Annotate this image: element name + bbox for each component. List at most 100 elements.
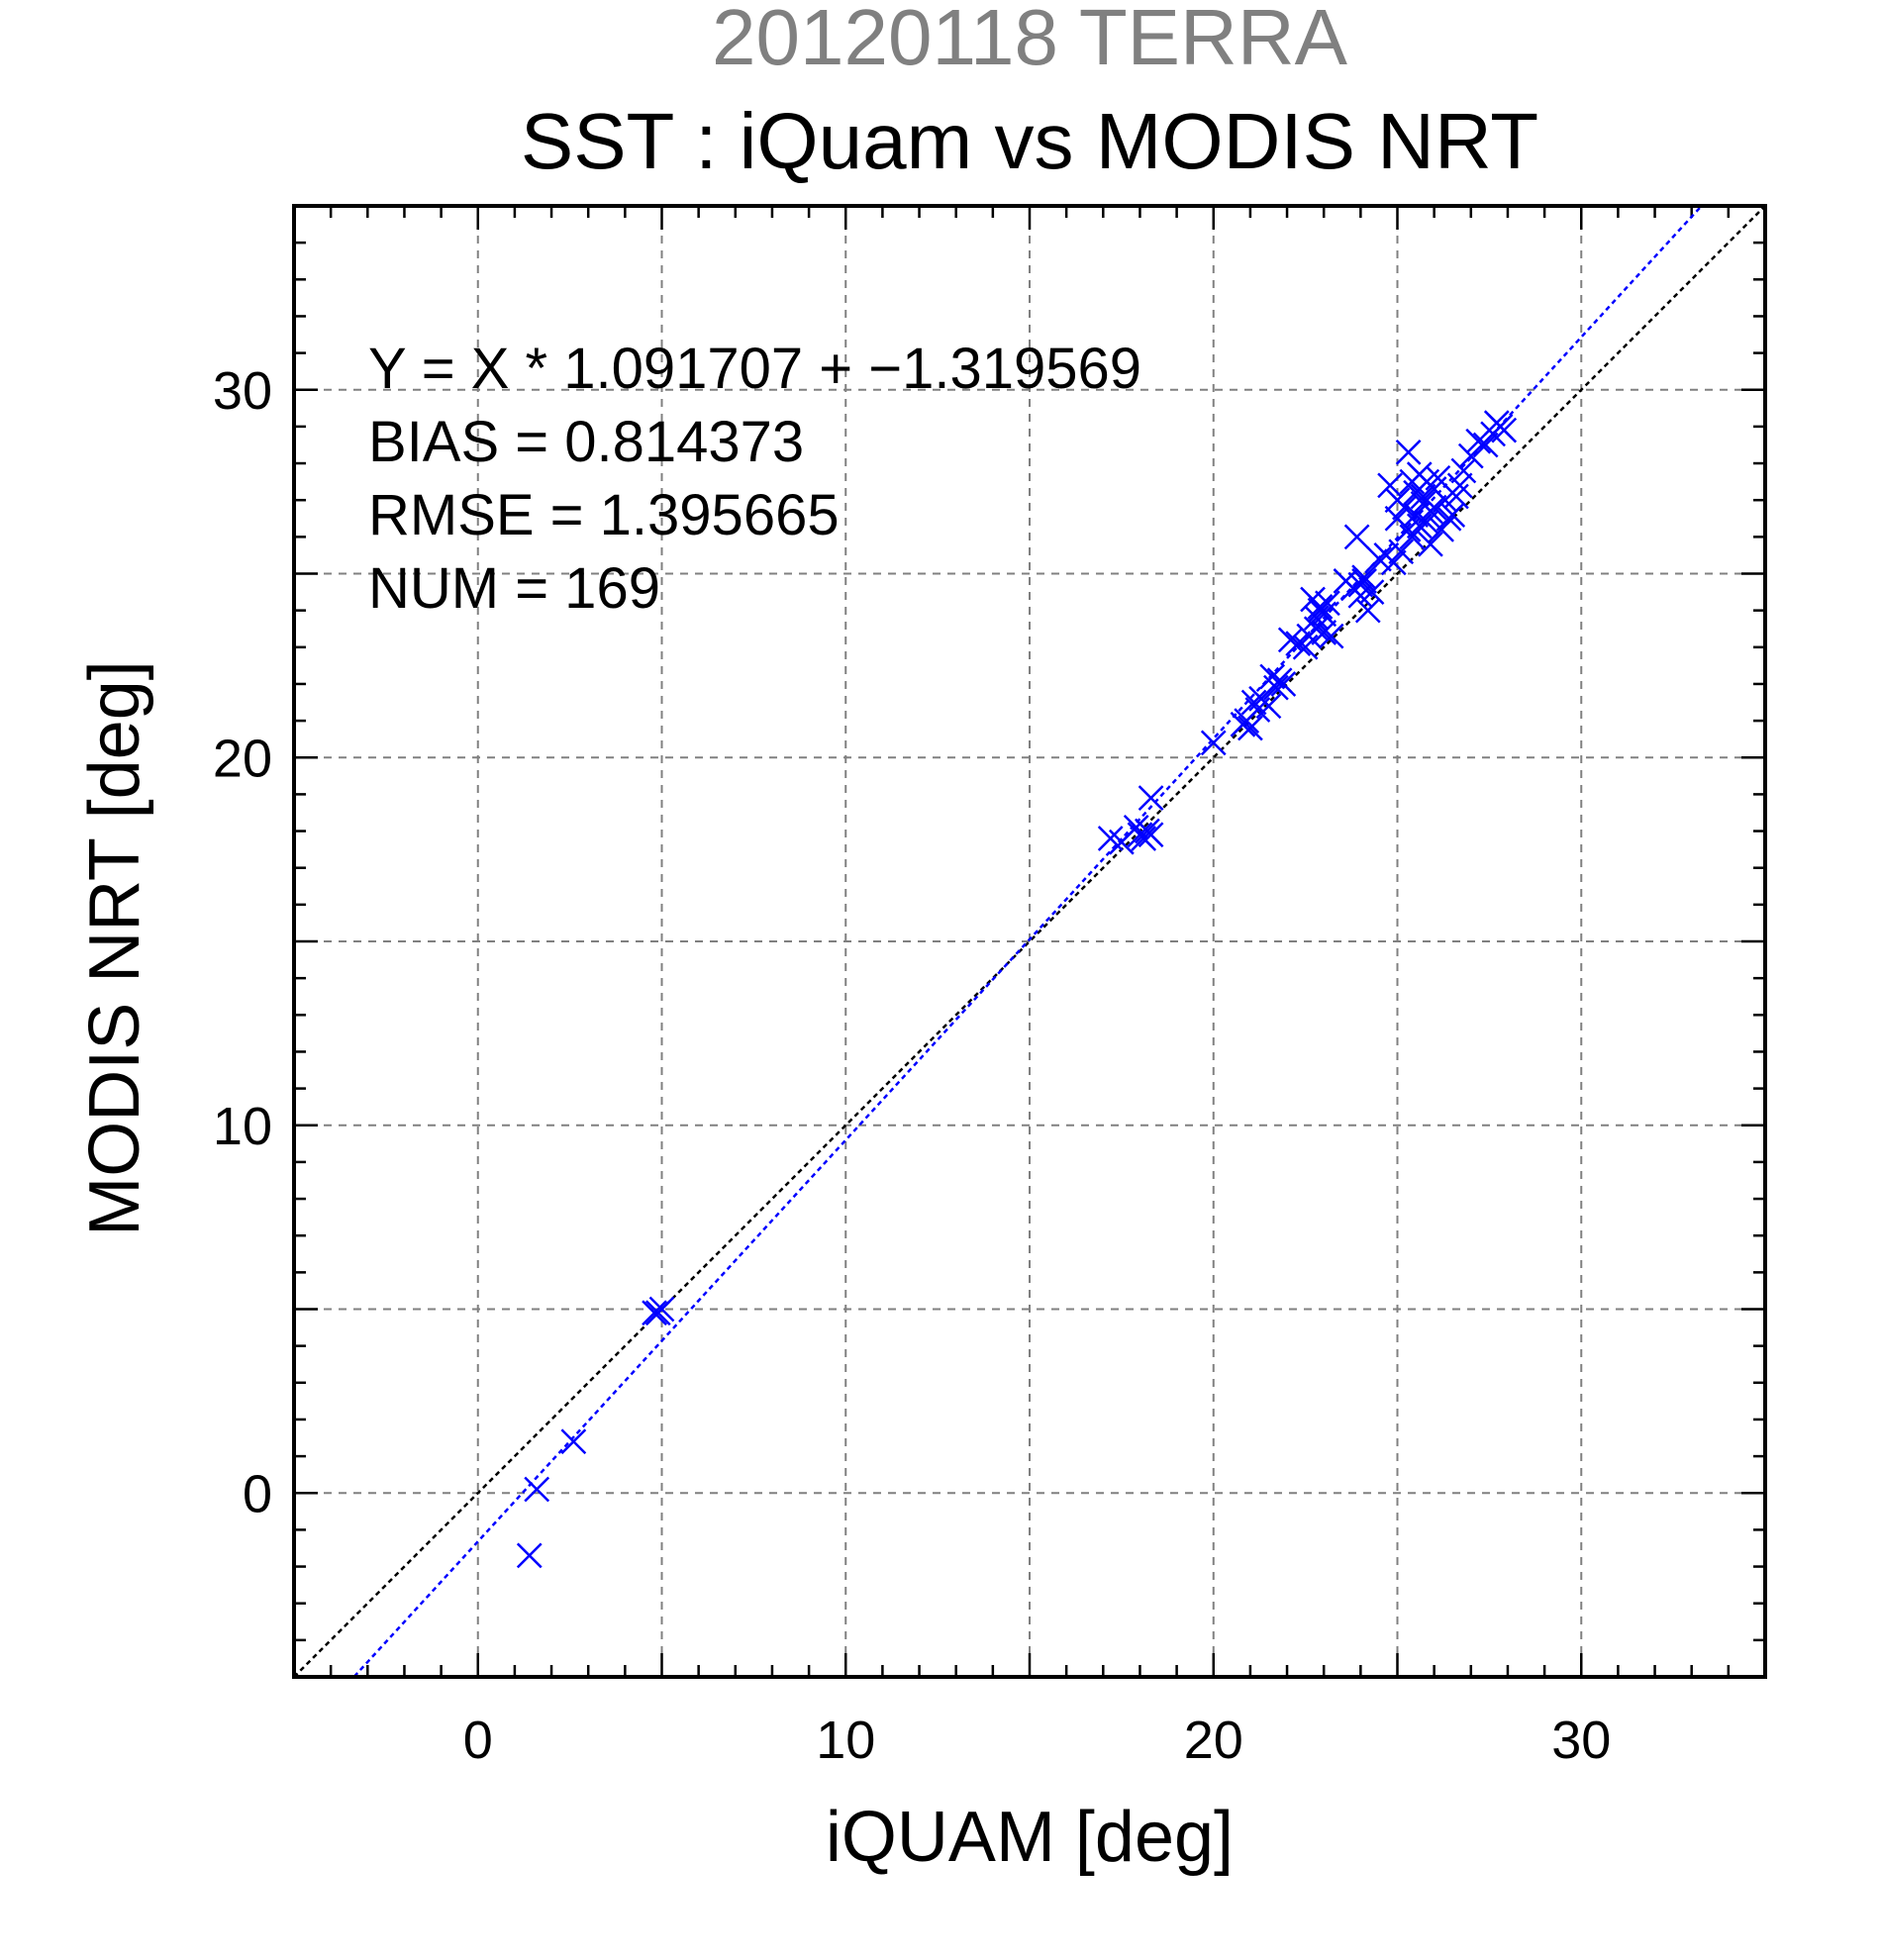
data-point-stroke bbox=[1439, 502, 1466, 528]
data-point bbox=[1285, 631, 1312, 656]
data-point-stroke bbox=[1351, 564, 1377, 591]
data-point-stroke bbox=[1200, 730, 1227, 756]
data-point-stroke bbox=[1270, 671, 1297, 697]
data-point-stroke bbox=[1446, 472, 1473, 499]
plot-frame bbox=[292, 204, 1767, 1679]
x-axis-label: iQUAM [deg] bbox=[826, 1798, 1234, 1877]
data-point bbox=[1366, 545, 1392, 572]
data-point-stroke bbox=[1421, 494, 1447, 521]
data-point bbox=[1131, 826, 1157, 851]
data-point-stroke bbox=[1343, 524, 1370, 550]
data-point bbox=[1318, 623, 1344, 649]
data-point bbox=[1255, 693, 1282, 720]
data-point bbox=[1351, 568, 1377, 594]
data-point-stroke bbox=[1388, 539, 1415, 565]
data-point-stroke bbox=[1238, 715, 1263, 741]
data-point-stroke bbox=[1285, 631, 1312, 656]
data-point bbox=[1406, 513, 1433, 539]
data-point-stroke bbox=[1418, 531, 1443, 557]
data-point-stroke bbox=[1138, 822, 1164, 848]
data-point bbox=[1238, 715, 1263, 741]
data-point bbox=[1388, 539, 1415, 565]
data-point bbox=[1315, 590, 1340, 617]
reference-lines bbox=[294, 206, 1765, 1677]
data-point-stroke bbox=[1097, 826, 1124, 851]
data-point-stroke bbox=[1366, 545, 1392, 572]
data-point bbox=[642, 1300, 667, 1326]
data-point bbox=[560, 1428, 587, 1455]
data-point-stroke bbox=[1311, 620, 1337, 645]
data-point bbox=[1351, 564, 1377, 591]
data-point bbox=[1377, 472, 1403, 499]
x-tick-label: 20 bbox=[1184, 1711, 1243, 1770]
data-point bbox=[1240, 689, 1267, 716]
data-point bbox=[1358, 579, 1385, 605]
data-point bbox=[1270, 671, 1297, 697]
data-point-stroke bbox=[1472, 432, 1499, 458]
data-point-stroke bbox=[1380, 549, 1407, 576]
data-point-stroke bbox=[1395, 440, 1422, 465]
data-point-stroke bbox=[642, 1300, 667, 1326]
data-point-stroke bbox=[1259, 663, 1286, 690]
data-point bbox=[648, 1296, 675, 1323]
data-point-stroke bbox=[1429, 517, 1454, 542]
data-point-stroke bbox=[1425, 465, 1451, 491]
data-point-stroke bbox=[1457, 442, 1484, 469]
data-point bbox=[1263, 674, 1289, 701]
data-point-stroke bbox=[1354, 597, 1381, 624]
data-point-stroke bbox=[560, 1428, 587, 1455]
x-tick-label: 0 bbox=[463, 1711, 493, 1770]
data-point-stroke bbox=[1240, 689, 1267, 716]
data-point bbox=[516, 1542, 543, 1569]
data-point bbox=[1395, 440, 1422, 465]
data-point-stroke bbox=[1392, 494, 1418, 521]
data-point-stroke bbox=[1131, 826, 1157, 851]
data-point bbox=[1138, 785, 1164, 811]
data-point-stroke bbox=[1277, 627, 1304, 653]
y-tick-label: 10 bbox=[213, 1097, 272, 1156]
num-value: NUM = 169 bbox=[368, 556, 660, 621]
data-point bbox=[1343, 524, 1370, 550]
chart-title-date: 20120118 TERRA bbox=[712, 0, 1348, 81]
regression-line bbox=[351, 206, 1704, 1677]
data-point bbox=[1138, 822, 1164, 848]
y-axis-label: MODIS NRT [deg] bbox=[75, 660, 154, 1236]
data-point-stroke bbox=[1315, 590, 1340, 617]
bias-value: BIAS = 0.814373 bbox=[368, 410, 804, 474]
data-point-stroke bbox=[524, 1476, 550, 1503]
data-point-stroke bbox=[1307, 594, 1334, 620]
data-point-stroke bbox=[1351, 568, 1377, 594]
data-point-stroke bbox=[1450, 457, 1477, 484]
regression-equation: Y = X * 1.091707 + −1.319569 bbox=[368, 337, 1141, 401]
grid-lines bbox=[294, 206, 1765, 1677]
y-tick-label: 30 bbox=[213, 361, 272, 421]
data-point-stroke bbox=[1358, 579, 1385, 605]
data-point bbox=[1446, 472, 1473, 499]
data-point bbox=[1311, 620, 1337, 645]
data-point-stroke bbox=[1303, 616, 1330, 642]
x-tick-label: 10 bbox=[816, 1711, 875, 1770]
chart-title: SST : iQuam vs MODIS NRT bbox=[521, 97, 1538, 185]
data-point bbox=[1491, 417, 1518, 443]
data-point-stroke bbox=[1255, 693, 1282, 720]
rmse-value: RMSE = 1.395665 bbox=[368, 483, 840, 547]
data-point-stroke bbox=[1491, 417, 1518, 443]
data-point bbox=[1418, 531, 1443, 557]
data-point-stroke bbox=[1138, 785, 1164, 811]
x-tick-label: 30 bbox=[1551, 1711, 1611, 1770]
data-point bbox=[1472, 432, 1499, 458]
data-point-stroke bbox=[1377, 472, 1403, 499]
data-point bbox=[1200, 730, 1227, 756]
data-point-stroke bbox=[1318, 623, 1344, 649]
y-tick-label: 20 bbox=[213, 729, 272, 788]
data-points bbox=[516, 410, 1518, 1569]
data-point-stroke bbox=[1263, 674, 1289, 701]
data-point-stroke bbox=[1403, 502, 1429, 528]
data-point bbox=[1450, 457, 1477, 484]
data-point-stroke bbox=[516, 1542, 543, 1569]
data-point-stroke bbox=[648, 1296, 675, 1323]
data-point-stroke bbox=[1123, 814, 1149, 840]
data-point bbox=[1421, 494, 1447, 521]
data-point-stroke bbox=[1406, 513, 1433, 539]
